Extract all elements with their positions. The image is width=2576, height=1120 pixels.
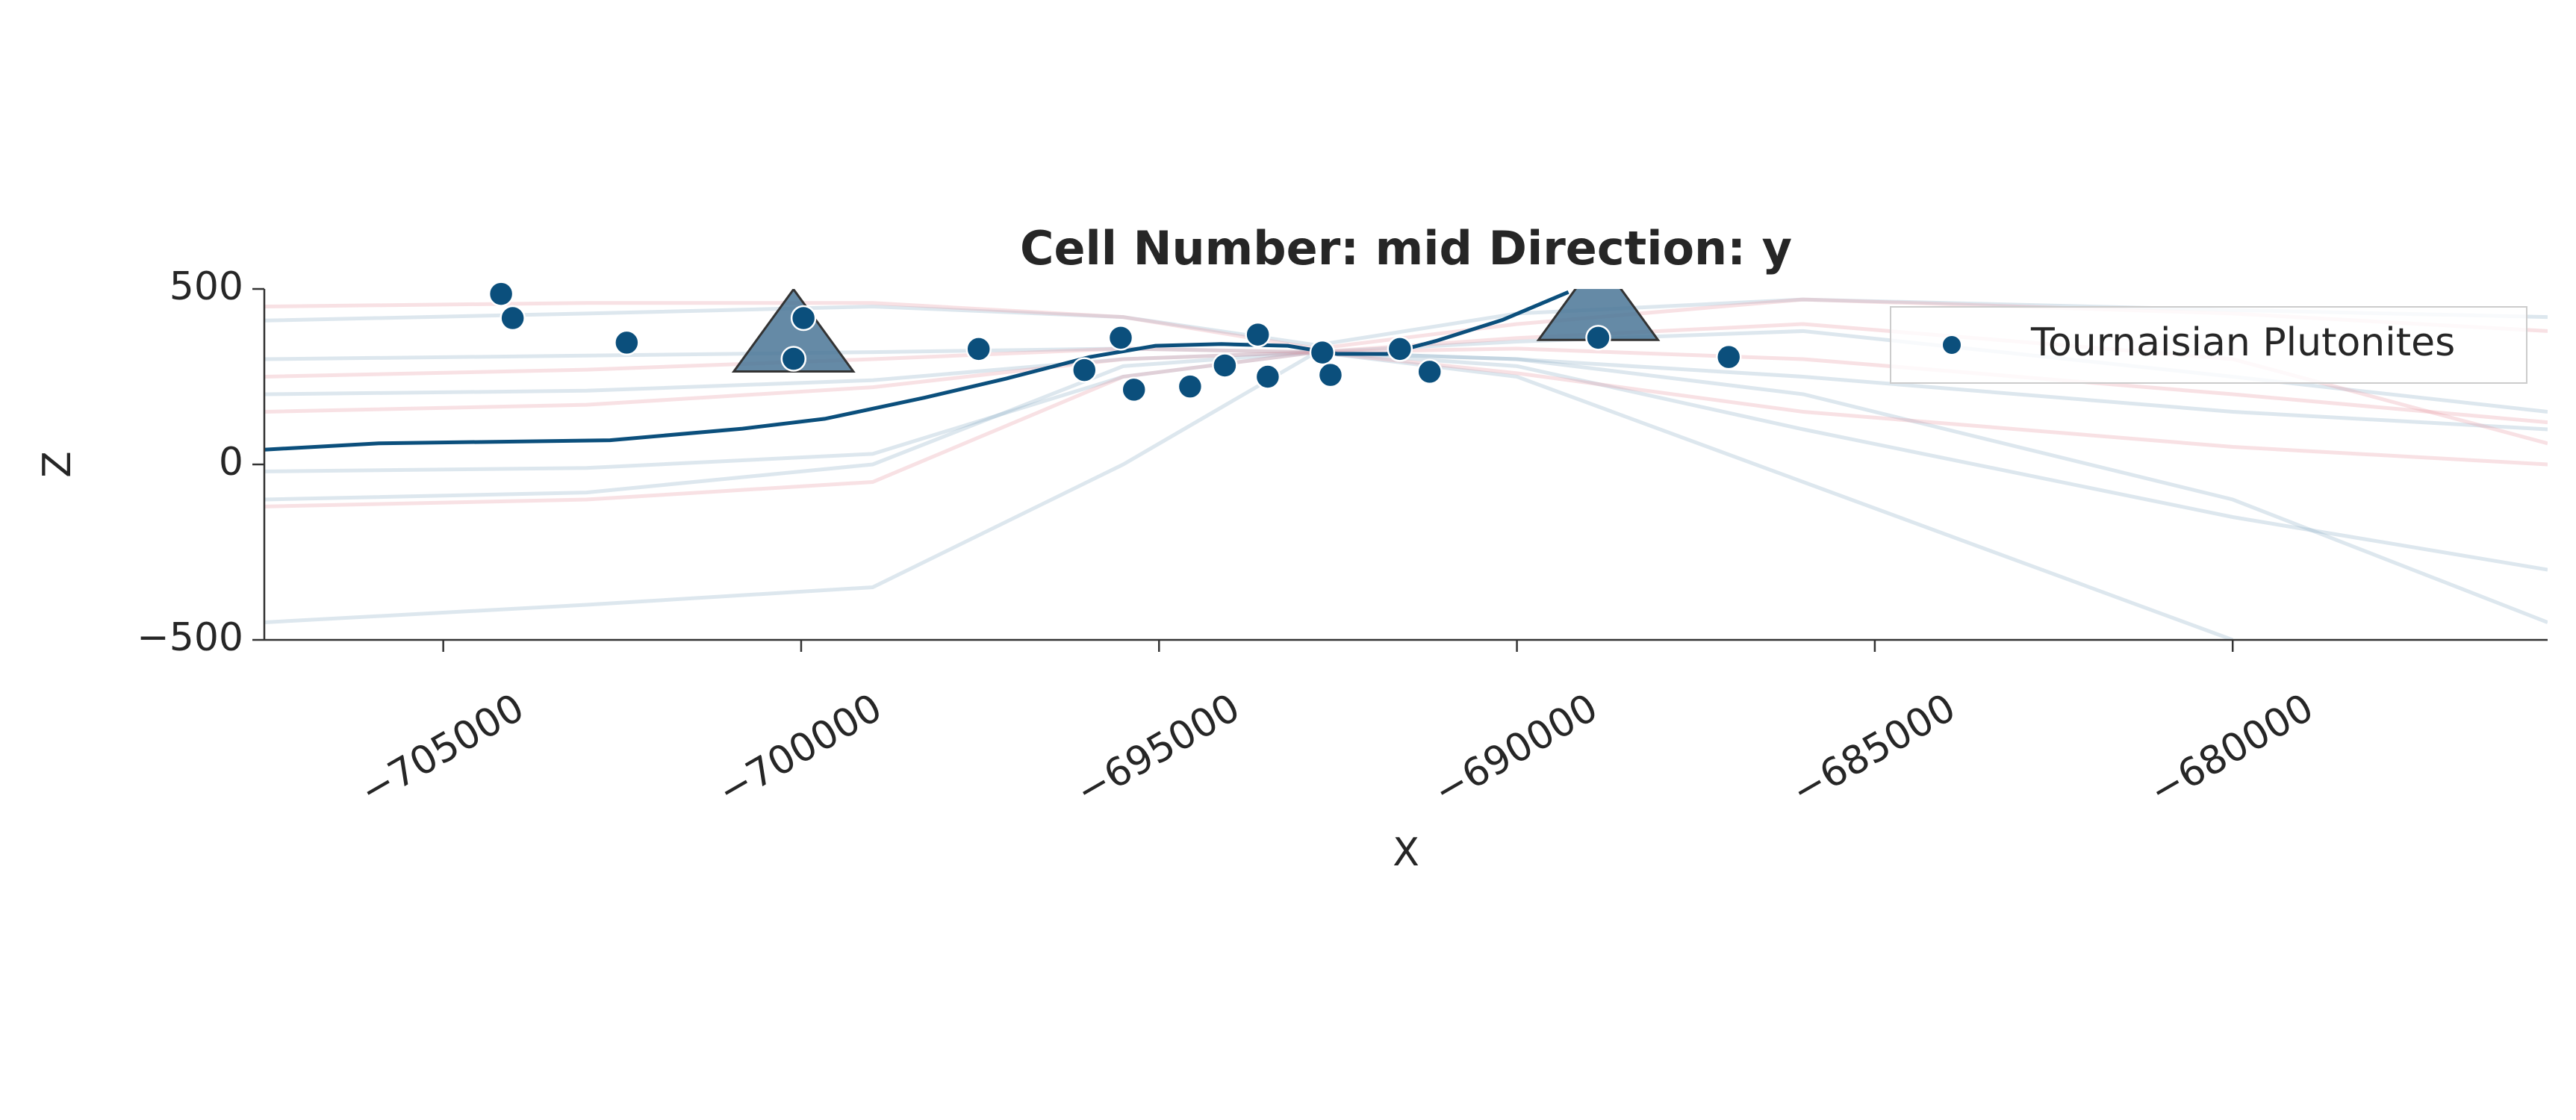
- scatter-point: [1212, 352, 1238, 379]
- scatter-point: [1245, 321, 1271, 348]
- scatter-point: [965, 336, 992, 362]
- y-axis-label: Z: [35, 451, 80, 478]
- x-tick-label: −700000: [711, 685, 890, 815]
- scatter-point: [1071, 357, 1098, 383]
- scatter-point: [1121, 376, 1147, 403]
- x-tick-label: −690000: [1426, 685, 1605, 815]
- x-tick-label: −695000: [1068, 685, 1248, 815]
- scatter-point: [780, 346, 807, 372]
- x-tick-label: −680000: [2142, 685, 2321, 815]
- y-tick-label: 0: [219, 440, 243, 485]
- legend-label: Tournaisian Plutonites: [2030, 320, 2455, 365]
- faint-line: [264, 350, 2548, 572]
- scatter-point: [1309, 339, 1336, 366]
- scatter-point: [1107, 325, 1134, 351]
- scatter-point: [1416, 358, 1443, 385]
- scatter-point: [1715, 343, 1742, 370]
- x-tick-label: −685000: [1785, 685, 1964, 815]
- faint-line: [264, 350, 2234, 640]
- scatter-point: [1254, 364, 1281, 390]
- scatter-point: [1387, 336, 1413, 362]
- legend-box: [1890, 306, 2527, 384]
- legend-marker: [1941, 335, 1962, 355]
- x-axis-label: X: [1393, 830, 1419, 875]
- y-tick-label: 500: [169, 264, 243, 309]
- y-tick-label: −500: [137, 615, 243, 660]
- x-tick-label: −705000: [352, 685, 532, 815]
- scatter-point: [500, 305, 526, 332]
- chart-title: Cell Number: mid Direction: y: [1020, 221, 1792, 276]
- scatter-point: [614, 329, 640, 356]
- scatter-point: [1317, 361, 1344, 388]
- scatter-point: [790, 305, 817, 332]
- scatter-point: [488, 281, 514, 307]
- scatter-point: [1585, 325, 1611, 351]
- scatter-point: [1177, 373, 1204, 399]
